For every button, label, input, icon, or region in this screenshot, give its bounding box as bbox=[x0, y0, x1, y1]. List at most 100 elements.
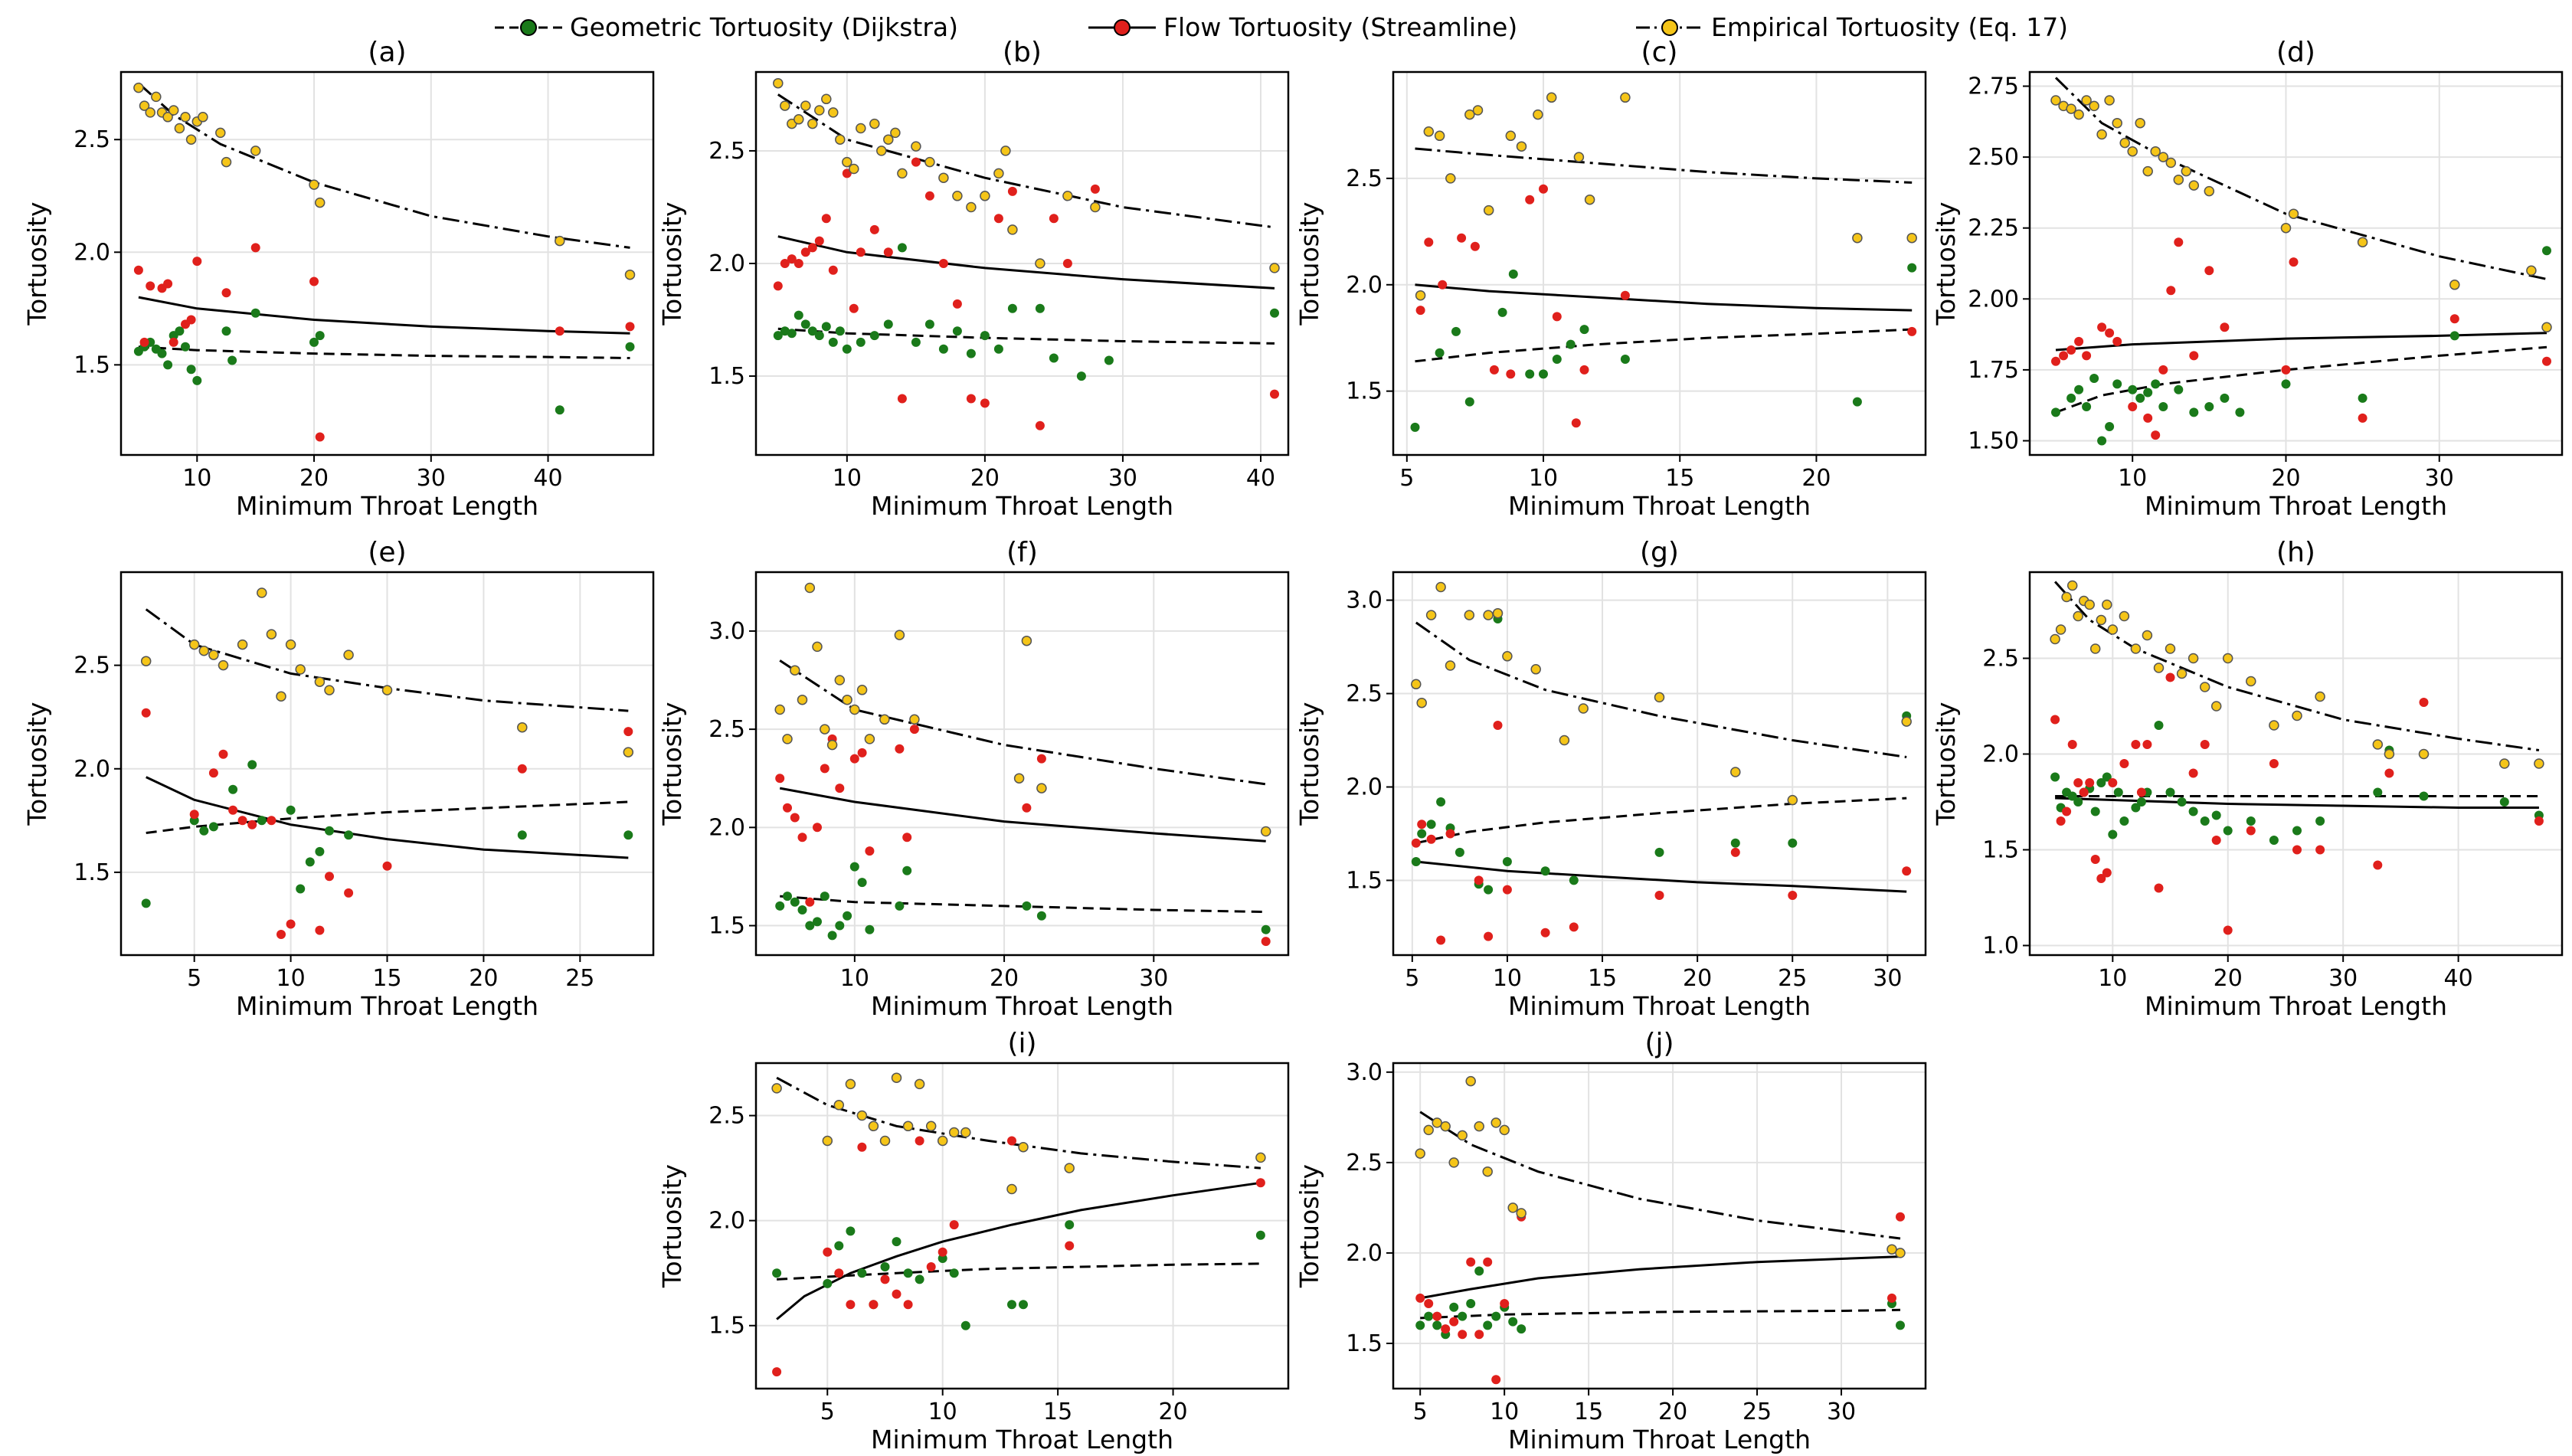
panel-h-point-empirical bbox=[2269, 720, 2279, 731]
panel-i-point-flow bbox=[1255, 1178, 1265, 1188]
panel-d-point-empirical bbox=[2104, 95, 2115, 106]
panel-b-point-empirical bbox=[842, 156, 852, 168]
panel-h-point-flow bbox=[2246, 826, 2256, 836]
panel-a-ytick-label: 2.5 bbox=[74, 126, 110, 153]
panel-g-point-empirical bbox=[1464, 610, 1475, 620]
panel-c-point-flow bbox=[1470, 241, 1480, 251]
panel-i-frame bbox=[754, 1062, 1290, 1390]
panel-d-point-flow bbox=[2082, 351, 2092, 361]
panel-b-point-geometric bbox=[842, 344, 852, 354]
panel-g-point-flow bbox=[1569, 922, 1579, 932]
panel-c-ytick-label: 2.5 bbox=[1346, 165, 1383, 192]
legend-label-empirical: Empirical Tortuosity (Eq. 17) bbox=[1711, 12, 2069, 42]
panel-b-point-geometric bbox=[814, 331, 824, 341]
panel-g-ylabel: Tortuosity bbox=[1294, 702, 1324, 826]
legend-swatch-geometric bbox=[495, 19, 562, 36]
panel-b-point-empirical bbox=[876, 146, 887, 156]
panel-a-point-empirical bbox=[198, 112, 208, 123]
panel-a-fit-line-geometric bbox=[138, 345, 630, 359]
panel-b-point-empirical bbox=[869, 118, 880, 129]
panel-d-point-geometric bbox=[2189, 407, 2199, 417]
panel-d-point-flow bbox=[2204, 266, 2214, 276]
panel-b-point-empirical bbox=[966, 201, 977, 213]
panel-f-ytick-label: 2.0 bbox=[708, 814, 745, 841]
panel-f-point-flow bbox=[805, 897, 815, 907]
panel-d-point-flow bbox=[2074, 336, 2084, 346]
panel-f-point-flow bbox=[813, 823, 822, 833]
panel-b-point-flow bbox=[869, 224, 879, 234]
panel-f-point-flow bbox=[1261, 937, 1271, 947]
panel-d-point-empirical bbox=[2181, 165, 2192, 177]
panel-j-point-geometric bbox=[1449, 1302, 1459, 1312]
panel-c-point-geometric bbox=[1539, 369, 1548, 379]
panel-c-point-empirical bbox=[1620, 92, 1631, 103]
panel-d-point-flow bbox=[2128, 402, 2138, 411]
panel-d-point-geometric bbox=[2204, 402, 2214, 411]
panel-b-frame bbox=[754, 70, 1290, 456]
panel-b-point-geometric bbox=[1035, 303, 1045, 313]
panel-g-fit-line-geometric bbox=[1415, 797, 1907, 845]
panel-g-point-empirical bbox=[1559, 735, 1570, 746]
panel-i-point-geometric bbox=[1007, 1300, 1016, 1310]
panel-i-point-empirical bbox=[925, 1121, 937, 1132]
panel-h-ytick-label: 2.0 bbox=[1982, 741, 2019, 768]
panel-a-point-empirical bbox=[624, 269, 636, 280]
panel-h-point-empirical bbox=[2050, 633, 2060, 645]
panel-b-point-empirical bbox=[1062, 191, 1073, 201]
panel-j-point-geometric bbox=[1508, 1317, 1518, 1327]
panel-i-point-empirical bbox=[960, 1127, 971, 1138]
panel-a-point-empirical bbox=[185, 134, 197, 145]
panel-i-point-flow bbox=[1007, 1136, 1016, 1146]
panel-b-point-flow bbox=[980, 398, 990, 408]
panel-c-point-geometric bbox=[1497, 307, 1507, 317]
panel-h-point-geometric bbox=[2131, 803, 2141, 813]
panel-g-xtick-label: 15 bbox=[1588, 965, 1617, 992]
panel-e-point-flow bbox=[286, 919, 296, 929]
panel-a-point-empirical bbox=[309, 179, 319, 190]
panel-h-point-flow bbox=[2373, 860, 2383, 870]
panel-i-xtick-label: 10 bbox=[928, 1399, 957, 1425]
panel-f-point-flow bbox=[835, 784, 845, 793]
panel-a-point-empirical bbox=[174, 123, 185, 134]
panel-h-point-flow bbox=[2096, 874, 2106, 883]
panel-j-point-empirical bbox=[1491, 1117, 1501, 1128]
panel-h-fit-line-flow bbox=[2055, 797, 2539, 809]
panel-b-point-geometric bbox=[787, 329, 797, 339]
panel-e-xtick-label: 20 bbox=[469, 965, 498, 992]
panel-g-ytick-label: 3.0 bbox=[1346, 587, 1383, 614]
panel-c-point-empirical bbox=[1906, 232, 1917, 244]
panel-b-point-empirical bbox=[952, 191, 963, 201]
panel-e-point-geometric bbox=[517, 830, 527, 840]
panel-b-point-empirical bbox=[800, 100, 811, 111]
panel-c-xlabel: Minimum Throat Length bbox=[1508, 491, 1811, 521]
panel-g-xtick-label: 5 bbox=[1405, 965, 1419, 992]
panel-a-point-geometric bbox=[315, 331, 325, 341]
panel-a-xtick-label: 30 bbox=[417, 465, 446, 492]
panel-a-fit-line-empirical bbox=[137, 82, 630, 249]
panel-b-point-flow bbox=[1270, 389, 1279, 399]
panel-a-xtick-label: 10 bbox=[182, 465, 211, 492]
panel-h-point-empirical bbox=[2061, 591, 2072, 603]
panel-i-point-geometric bbox=[949, 1268, 959, 1278]
panel-h-point-geometric bbox=[2246, 816, 2256, 826]
panel-d-point-empirical bbox=[2188, 180, 2200, 191]
panel-b-point-flow bbox=[897, 394, 907, 404]
panel-f-frame bbox=[754, 571, 1290, 957]
panel-a-point-geometric bbox=[250, 308, 260, 318]
panel-h-point-geometric bbox=[2067, 791, 2077, 801]
panel-c-point-flow bbox=[1424, 237, 1434, 247]
panel-i-ytick-label: 2.0 bbox=[708, 1208, 745, 1235]
panel-h-point-flow bbox=[2534, 816, 2544, 826]
panel-b-point-geometric bbox=[1049, 353, 1059, 363]
panel-f-point-empirical bbox=[774, 704, 785, 715]
panel-d-point-geometric bbox=[2542, 246, 2551, 256]
panel-d-fit-line-flow bbox=[2055, 332, 2547, 352]
panel-i-point-flow bbox=[949, 1220, 959, 1230]
panel-c-point-geometric bbox=[1907, 263, 1917, 273]
panel-f-point-flow bbox=[775, 774, 785, 784]
panel-f-point-geometric bbox=[797, 905, 807, 914]
chart-panel-i: 5 10 15 20 1.5 2.0 2.5 (i) Minimum Throat Length… bbox=[657, 1028, 1290, 1454]
panel-c-point-geometric bbox=[1852, 397, 1862, 407]
panel-j-point-empirical bbox=[1474, 1121, 1484, 1132]
panel-d-xtick-label: 10 bbox=[2118, 465, 2147, 492]
